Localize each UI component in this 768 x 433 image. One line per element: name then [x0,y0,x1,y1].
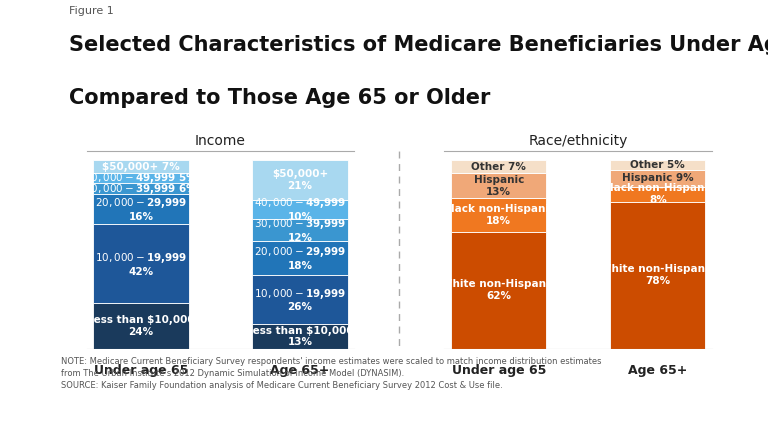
Text: White non-Hispanic
62%: White non-Hispanic 62% [442,279,556,301]
Bar [451,174,547,198]
Text: FAMILY: FAMILY [684,398,725,408]
Bar [610,187,706,202]
Text: $50,000+
21%: $50,000+ 21% [272,169,328,191]
Bar [93,194,189,224]
Bar [610,202,706,349]
Text: Less than $10,000
24%: Less than $10,000 24% [87,315,195,337]
Bar [252,275,348,324]
Bar [610,160,706,170]
Text: Selected Characteristics of Medicare Beneficiaries Under Age 65: Selected Characteristics of Medicare Ben… [69,35,768,55]
Text: Age 65+: Age 65+ [628,364,687,377]
Text: Black non-Hispanic
18%: Black non-Hispanic 18% [442,204,554,226]
Bar [451,232,547,349]
Text: Under age 65: Under age 65 [94,364,188,377]
Text: $10,000-$19,999
26%: $10,000-$19,999 26% [253,287,346,313]
Bar [451,198,547,232]
Text: $20,000-$29,999
16%: $20,000-$29,999 16% [95,197,187,222]
Text: Compared to Those Age 65 or Older: Compared to Those Age 65 or Older [69,87,491,108]
Bar [610,170,706,187]
Text: White non-Hispanic
78%: White non-Hispanic 78% [601,264,715,286]
Text: Less than $10,000
13%: Less than $10,000 13% [247,326,354,347]
Bar [252,219,348,241]
Text: Other 5%: Other 5% [631,160,685,170]
Bar [93,174,189,183]
Bar [252,241,348,275]
Text: Other 7%: Other 7% [472,162,526,172]
Text: THE HENRY J.: THE HENRY J. [684,372,725,378]
Text: Hispanic
13%: Hispanic 13% [474,175,524,197]
Text: Income: Income [195,135,246,149]
Text: Black non-Hispanic
8%: Black non-Hispanic 8% [601,184,714,205]
Bar [252,160,348,200]
Bar [252,324,348,349]
Bar [93,224,189,304]
Text: Hispanic 9%: Hispanic 9% [622,173,694,183]
Text: Under age 65: Under age 65 [452,364,546,377]
Text: KAISER: KAISER [684,385,726,395]
Text: FOUNDATION: FOUNDATION [681,414,728,419]
Text: $20,000-$29,999
18%: $20,000-$29,999 18% [254,246,346,271]
Text: Race/ethnicity: Race/ethnicity [528,135,628,149]
Text: $40,000-$49,999
10%: $40,000-$49,999 10% [253,197,346,222]
Text: $30,000-$39,999
12%: $30,000-$39,999 12% [253,217,346,243]
Bar [93,183,189,194]
Bar [252,200,348,219]
Text: Figure 1: Figure 1 [69,6,114,16]
Text: NOTE: Medicare Current Beneficiary Survey respondents' income estimates were sca: NOTE: Medicare Current Beneficiary Surve… [61,357,602,390]
Text: Age 65+: Age 65+ [270,364,329,377]
Bar [93,160,189,174]
Text: $10,000-$19,999
42%: $10,000-$19,999 42% [94,251,187,277]
Bar [451,160,547,174]
Bar [93,304,189,349]
Text: $40,000-$49,999 5%: $40,000-$49,999 5% [84,171,198,185]
Text: $50,000+ 7%: $50,000+ 7% [102,162,180,172]
Text: $30,000-$39,999 6%: $30,000-$39,999 6% [84,181,198,196]
